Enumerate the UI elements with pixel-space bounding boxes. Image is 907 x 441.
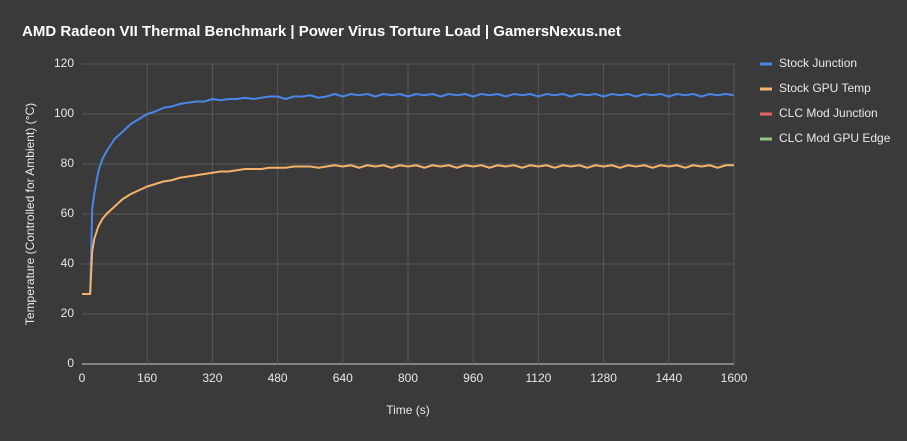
x-tick-label: 1600: [721, 371, 748, 385]
series-line: [82, 164, 734, 295]
legend-label: CLC Mod Junction: [779, 106, 878, 120]
x-tick-label: 800: [398, 371, 418, 385]
y-tick-label: 0: [67, 356, 74, 370]
y-tick-label: 120: [54, 56, 74, 70]
x-axis-title: Time (s): [386, 403, 430, 417]
y-tick-label: 20: [61, 306, 75, 320]
y-tick-label: 100: [54, 106, 74, 120]
x-tick-label: 160: [137, 371, 157, 385]
chart-title: AMD Radeon VII Thermal Benchmark | Power…: [22, 23, 621, 40]
x-tick-label: 640: [333, 371, 353, 385]
x-tick-label: 320: [202, 371, 222, 385]
x-tick-label: 1280: [590, 371, 617, 385]
y-tick-label: 60: [61, 206, 75, 220]
legend-label: Stock GPU Temp: [779, 81, 871, 95]
x-tick-label: 1120: [525, 371, 551, 385]
series-line: [82, 93, 735, 295]
x-tick-label: 1440: [655, 371, 682, 385]
legend-label: Stock Junction: [779, 56, 857, 70]
y-axis-title: Temperature (Controlled for Ambient) (°C…: [23, 103, 37, 325]
x-tick-label: 480: [268, 371, 288, 385]
x-tick-label: 960: [463, 371, 483, 385]
x-tick-label: 0: [79, 371, 86, 385]
legend-label: CLC Mod GPU Edge: [779, 131, 891, 145]
y-tick-label: 80: [61, 156, 75, 170]
y-tick-label: 40: [61, 256, 75, 270]
